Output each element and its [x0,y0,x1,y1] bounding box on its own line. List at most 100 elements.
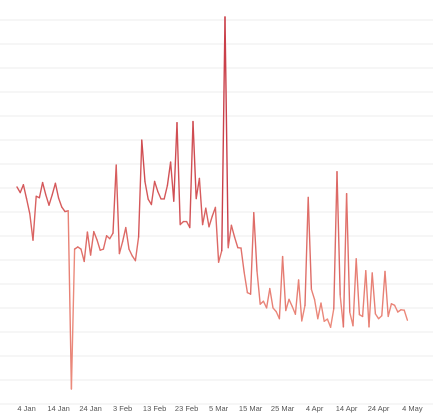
series-segment [121,226,127,243]
series-line [16,16,409,390]
series-segment [137,139,143,238]
series-segment [141,139,146,183]
series-segment [230,224,236,238]
x-tick-label: 25 Mar [271,404,295,413]
x-tick-label: 14 Jan [47,404,70,413]
x-tick-label: 13 Feb [143,404,166,413]
series-segment [93,230,98,241]
series-segment [365,270,370,328]
series-segment [320,302,325,322]
series-segment [240,247,245,274]
series-segment [115,164,121,255]
series-segment [67,210,73,390]
x-tick-label: 14 Apr [336,404,358,413]
series-segment [281,255,287,312]
series-segment [214,206,220,263]
x-tick-label: 5 Mar [209,404,229,413]
series-segment [294,279,300,315]
series-segment [342,192,348,328]
series-segment [118,240,124,255]
series-segment [150,180,156,206]
series-segment [224,16,229,249]
x-tick-label: 4 Jan [17,404,35,413]
series-segment [169,161,175,202]
series-segment [173,121,178,202]
series-segment [301,304,306,322]
x-axis-tick-labels: 4 Jan 14 Jan 24 Jan 3 Feb 13 Feb 23 Feb 5 Mar 1… [17,404,422,413]
series-segment [371,272,377,315]
series-segment [157,190,162,200]
series-segment [265,287,271,309]
series-segment [176,121,181,226]
series-segment [329,307,335,328]
series-segment [352,258,357,327]
x-tick-label: 15 Mar [239,404,263,413]
series-segment [134,236,140,262]
series-segment [313,299,319,320]
series-segment [374,313,380,320]
series-segment [32,195,37,241]
series-segment [61,206,66,213]
series-segment [198,177,204,226]
series-segment [377,315,383,320]
series-segment [89,230,95,256]
series-segment [269,287,274,309]
x-tick-label: 23 Feb [175,404,198,413]
x-tick-label: 3 Feb [113,404,132,413]
series-segment [45,194,50,206]
grid-lines [0,19,433,405]
series-segment [96,239,101,251]
series-segment [262,300,268,309]
series-segment [166,161,172,187]
series-segment [80,248,85,263]
series-segment [278,255,284,320]
series-segment [205,207,210,228]
series-segment [51,182,57,196]
series-segment [208,215,213,228]
series-segment [361,270,367,318]
series-segment [38,181,44,199]
series-segment [29,213,34,241]
series-segment [368,272,373,328]
series-segment [217,249,223,263]
series-segment [48,194,53,206]
series-segment [256,270,261,305]
series-segment [57,197,63,208]
series-segment [253,211,258,272]
series-segment [355,258,361,316]
series-segment [403,309,409,321]
series-segment [125,226,130,250]
series-segment [112,164,117,234]
series-segment [192,120,197,200]
series-segment [336,171,341,297]
series-segment [285,298,290,312]
series-segment [179,220,185,226]
series-segment [128,248,133,257]
series-segment [333,171,338,310]
series-segment [243,271,249,294]
series-segment [105,235,111,240]
series-segment [227,224,233,249]
series-segment [144,181,149,200]
series-segment [297,279,303,322]
series-segment [83,231,89,263]
series-segment [221,16,226,252]
x-tick-label: 4 May [402,404,423,413]
series-segment [326,318,332,328]
series-segment [345,192,351,314]
series-segment [22,184,28,200]
series-segment [16,186,21,194]
x-tick-label: 4 Apr [306,404,324,413]
series-segment [54,182,60,199]
series-segment [310,288,316,301]
series-segment [109,232,114,240]
x-tick-label: 24 Jan [79,404,102,413]
x-tick-label: 24 Apr [368,404,390,413]
series-segment [304,196,309,306]
series-segment [307,196,313,290]
series-segment [384,270,389,318]
series-segment [41,181,47,196]
series-segment [19,184,25,194]
series-segment [381,270,386,317]
